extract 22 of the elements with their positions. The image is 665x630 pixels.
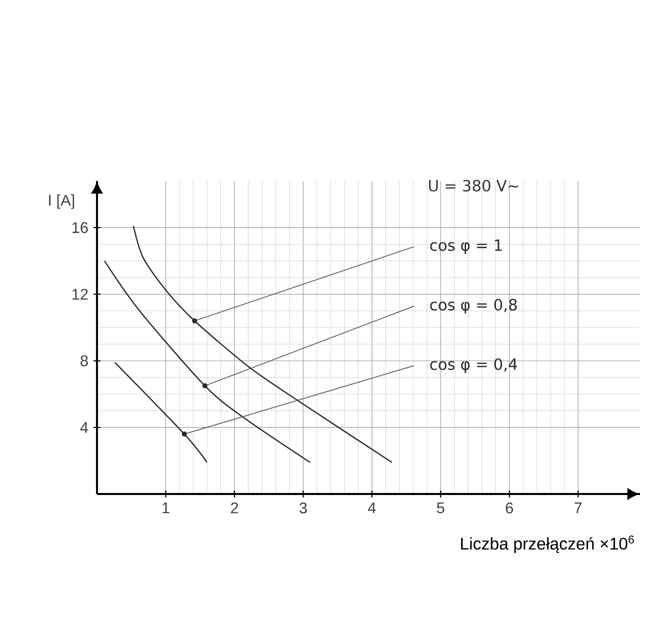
- line-series: [104, 260, 311, 463]
- x-tick-label: 4: [368, 502, 376, 514]
- annotation: U = 380 V∼: [429, 180, 518, 192]
- x-tick-label: 3: [299, 502, 307, 514]
- y-tick-label: 16: [72, 222, 88, 234]
- y-tick-label: 8: [80, 355, 88, 366]
- text: cos φ = 0,4: [430, 358, 518, 374]
- text: cos φ = 1: [430, 239, 502, 254]
- x-tick-label: 7: [574, 502, 582, 514]
- x-tick-label: 6: [506, 502, 514, 514]
- text: cos φ = 0,8: [430, 298, 517, 314]
- point: [192, 318, 198, 324]
- line-series: [132, 225, 392, 463]
- x-axis-title: Liczba przełączeń ×10$^{6}$: [461, 536, 634, 553]
- point: [202, 383, 208, 388]
- x-tick-label: 5: [436, 502, 444, 514]
- x-tick-label: 2: [230, 502, 238, 514]
- y-tick-label: 4: [80, 422, 88, 433]
- x-tick-label: 1: [162, 502, 170, 514]
- y-tick-label: 12: [72, 288, 88, 300]
- point: [182, 432, 187, 437]
- y-axis-title: I [A]: [49, 194, 74, 209]
